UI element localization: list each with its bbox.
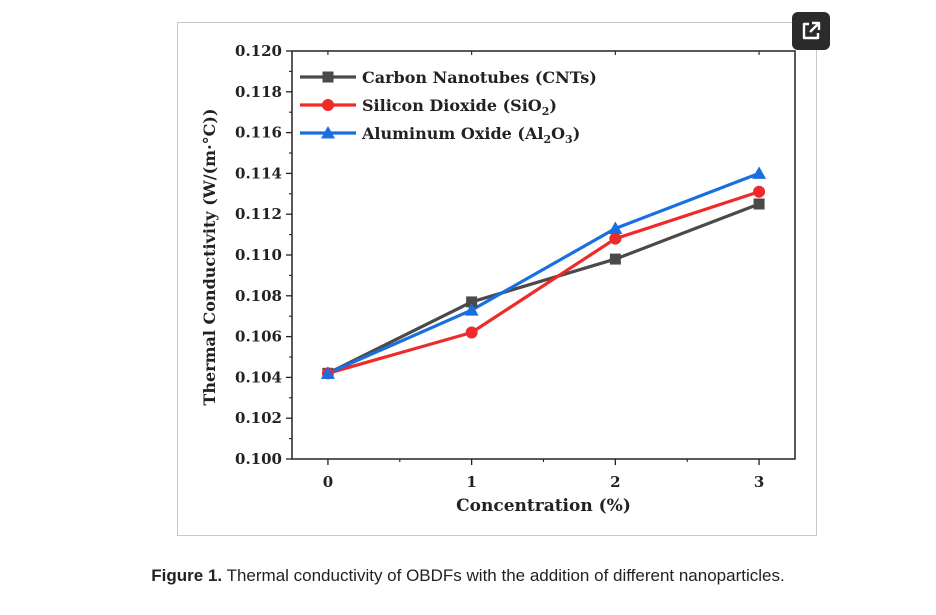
data-point — [465, 326, 478, 339]
y-tick-label: 0.120 — [235, 42, 282, 60]
y-tick-label: 0.102 — [235, 409, 282, 427]
series-line-2 — [327, 190, 760, 375]
legend-marker — [321, 126, 335, 139]
data-point — [753, 198, 765, 210]
y-axis-label: Thermal Conductivity (W/(m·°C)) — [200, 108, 219, 405]
y-tick-label: 0.104 — [235, 368, 282, 386]
x-tick-label: 0 — [323, 473, 333, 491]
y-tick-label: 0.108 — [235, 287, 282, 305]
expand-figure-button[interactable] — [792, 12, 830, 50]
caption-text: Thermal conductivity of OBDFs with the a… — [222, 566, 785, 585]
figure-frame — [177, 22, 817, 536]
plot-area: 0.100 0.102 0.104 0.106 0.108 0.110 0.112 0.114… — [200, 42, 796, 516]
legend-label-part: Carbon Nanotubes (CNTs) — [362, 68, 597, 87]
data-point — [609, 253, 621, 265]
y-tick-label: 0.118 — [235, 83, 282, 101]
legend-label: Carbon Nanotubes (CNTs) — [362, 68, 597, 87]
figure-caption: Figure 1. Thermal conductivity of OBDFs … — [0, 566, 936, 586]
legend-label-part: ) — [573, 124, 581, 143]
legend-label-subscript: 2 — [542, 105, 550, 118]
series-line-3 — [327, 171, 760, 375]
series-line-1 — [327, 202, 760, 375]
data-point — [608, 221, 623, 234]
x-axis-label: Concentration (%) — [456, 496, 631, 516]
y-tick-label: 0.116 — [235, 124, 282, 142]
data-point — [753, 185, 766, 198]
data-point — [466, 296, 478, 308]
legend-label: Aluminum Oxide (Al2O3) — [361, 124, 580, 146]
y-tick-label: 0.112 — [235, 205, 282, 223]
legend-marker — [322, 71, 334, 83]
x-tick-label: 3 — [754, 473, 764, 491]
y-tick-label: 0.106 — [235, 328, 282, 346]
data-point — [320, 366, 335, 379]
legend-label-subscript: 3 — [565, 133, 573, 146]
data-point — [752, 166, 767, 179]
data-point — [609, 232, 622, 245]
legend-label-part: Silicon Dioxide (SiO — [362, 96, 542, 115]
legend-label-part: Aluminum Oxide (Al — [361, 124, 543, 143]
legend-label-part: ) — [549, 96, 557, 115]
caption-label: Figure 1. — [151, 566, 223, 585]
legend-label-subscript: 2 — [543, 133, 551, 146]
x-tick-label: 1 — [466, 473, 476, 491]
legend-label-part: O — [551, 124, 565, 143]
data-point — [464, 303, 479, 316]
y-tick-label: 0.114 — [235, 164, 282, 182]
y-tick-label: 0.100 — [235, 450, 282, 468]
y-tick-label: 0.110 — [235, 246, 282, 264]
legend-marker — [322, 99, 334, 111]
x-tick-label: 2 — [610, 473, 620, 491]
open-in-new-icon — [802, 21, 821, 40]
line-chart: 0.100 0.102 0.104 0.106 0.108 0.110 0.112 0.114… — [200, 42, 796, 516]
legend-label: Silicon Dioxide (SiO2) — [362, 96, 557, 118]
